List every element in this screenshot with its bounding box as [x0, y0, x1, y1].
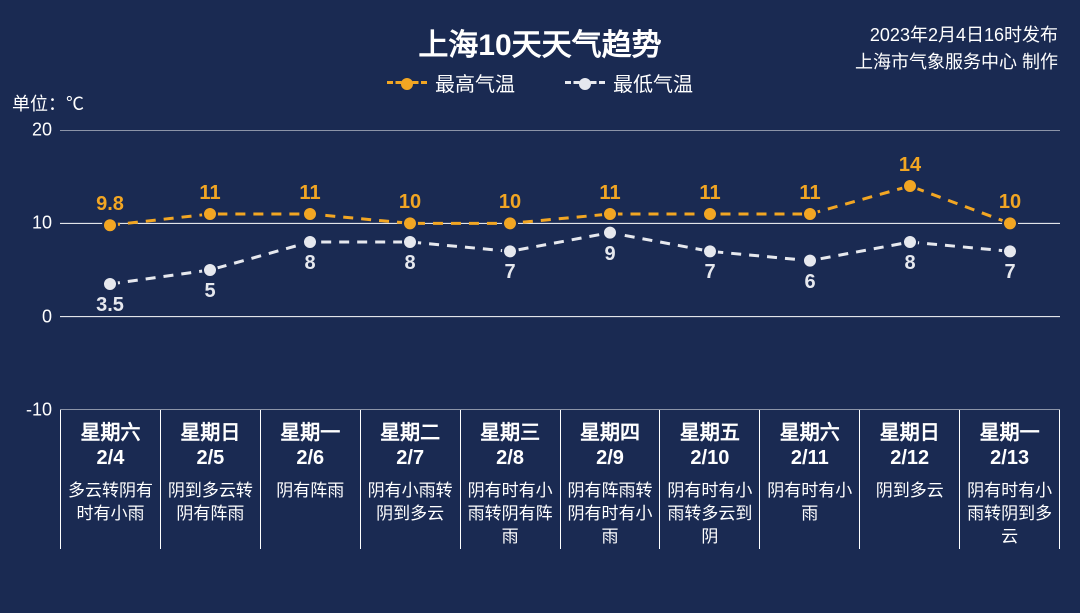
high-point-label: 11 — [799, 182, 820, 205]
x-day: 星期四 — [565, 416, 656, 445]
x-slot: 星期六2/4 多云转阴有时有小雨 — [60, 410, 160, 549]
weather-line-chart: -10010209.81111101011111114103.558879768… — [60, 130, 1060, 410]
legend-low: 最低气温 — [565, 68, 693, 97]
x-date: 2/7 — [365, 447, 456, 470]
x-weather: 阴有时有小雨转阴有阵雨 — [465, 480, 556, 549]
low-point-label: 7 — [704, 261, 715, 284]
x-slot: 星期六2/11 阴有时有小雨 — [759, 410, 859, 549]
high-point-label: 11 — [599, 182, 620, 205]
x-day: 星期日 — [165, 416, 256, 445]
low-point-label: 8 — [904, 252, 915, 275]
x-weather: 阴有时有小雨转阴到多云 — [964, 480, 1055, 549]
low-point-label: 5 — [204, 280, 215, 303]
x-date: 2/9 — [565, 447, 656, 470]
x-date: 2/4 — [65, 447, 156, 470]
x-date: 2/8 — [465, 447, 556, 470]
y-tick-label: 20 — [32, 120, 60, 141]
x-date: 2/12 — [864, 447, 955, 470]
x-day: 星期六 — [65, 416, 156, 445]
x-day: 星期一 — [964, 416, 1055, 445]
low-point-label: 6 — [804, 271, 815, 294]
x-date: 2/10 — [664, 447, 755, 470]
x-day: 星期二 — [365, 416, 456, 445]
y-tick-label: 10 — [32, 213, 60, 234]
y-tick-label: 0 — [42, 306, 60, 327]
high-point-label: 10 — [499, 191, 521, 214]
low-point-label: 8 — [404, 252, 415, 275]
x-slot: 星期一2/6 阴有阵雨 — [260, 410, 360, 549]
x-weather: 阴有时有小雨 — [764, 480, 855, 526]
legend-high-label: 最高气温 — [435, 68, 515, 97]
x-slot: 星期五2/10 阴有时有小雨转多云到阴 — [659, 410, 759, 549]
x-date: 2/11 — [764, 447, 855, 470]
legend-low-label: 最低气温 — [613, 68, 693, 97]
low-point-label: 9 — [604, 243, 615, 266]
legend-low-swatch — [565, 81, 605, 84]
x-day: 星期三 — [465, 416, 556, 445]
x-slot: 星期二2/7 阴有小雨转阴到多云 — [360, 410, 460, 549]
high-point-label: 11 — [199, 182, 220, 205]
x-slot: 星期四2/9 阴有阵雨转阴有时有小雨 — [560, 410, 660, 549]
low-point-label: 8 — [304, 252, 315, 275]
high-point-label: 10 — [399, 191, 421, 214]
high-point-label: 10 — [999, 191, 1021, 214]
high-point-label: 14 — [899, 154, 921, 177]
x-slot: 星期日2/5 阴到多云转阴有阵雨 — [160, 410, 260, 549]
x-weather: 阴到多云转阴有阵雨 — [165, 480, 256, 526]
low-point-label: 7 — [1004, 261, 1015, 284]
x-weather: 阴有阵雨转阴有时有小雨 — [565, 480, 656, 549]
x-weather: 阴有时有小雨转多云到阴 — [664, 480, 755, 549]
x-day: 星期一 — [265, 416, 356, 445]
legend: 最高气温 最低气温 — [0, 68, 1080, 97]
legend-high: 最高气温 — [387, 68, 515, 97]
x-date: 2/5 — [165, 447, 256, 470]
x-weather: 阴到多云 — [864, 480, 955, 503]
x-day: 星期五 — [664, 416, 755, 445]
x-slot: 星期一2/13 阴有时有小雨转阴到多云 — [959, 410, 1060, 549]
x-date: 2/6 — [265, 447, 356, 470]
unit-label: 单位：℃ — [12, 90, 84, 116]
x-day: 星期日 — [864, 416, 955, 445]
x-weather: 多云转阴有时有小雨 — [65, 480, 156, 526]
x-weather: 阴有小雨转阴到多云 — [365, 480, 456, 526]
legend-high-swatch — [387, 81, 427, 84]
low-point-label: 3.5 — [96, 294, 124, 317]
high-point-label: 11 — [299, 182, 320, 205]
x-slot: 星期日2/12 阴到多云 — [859, 410, 959, 549]
y-tick-label: -10 — [26, 400, 60, 421]
x-weather: 阴有阵雨 — [265, 480, 356, 503]
x-axis-slots: 星期六2/4多云转阴有时有小雨星期日2/5阴到多云转阴有阵雨星期一2/6阴有阵雨… — [60, 410, 1060, 549]
high-point-label: 11 — [699, 182, 720, 205]
publish-time: 2023年2月4日16时发布 — [855, 22, 1058, 49]
x-date: 2/13 — [964, 447, 1055, 470]
x-slot: 星期三2/8 阴有时有小雨转阴有阵雨 — [460, 410, 560, 549]
high-point-label: 9.8 — [96, 193, 124, 216]
x-day: 星期六 — [764, 416, 855, 445]
low-point-label: 7 — [504, 261, 515, 284]
